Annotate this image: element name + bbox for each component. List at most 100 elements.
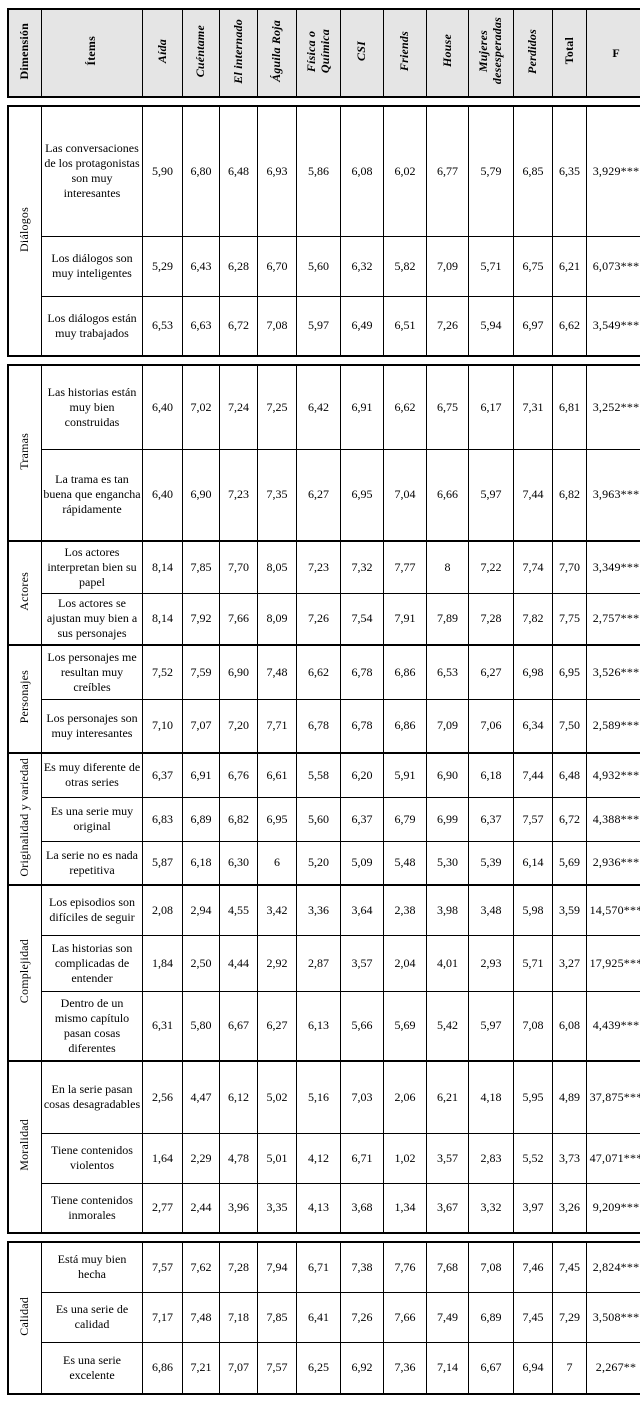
table-row: La trama es tan buena que engancha rápid…	[8, 448, 640, 542]
dimension-label: Calidad	[17, 1296, 32, 1336]
item-cell: Los actores se ajustan muy bien a sus pe…	[41, 592, 143, 646]
item-cell: Los episodios son difíciles de seguir	[41, 884, 143, 936]
value-cell: 7,44	[513, 752, 553, 798]
item-cell: En la serie pasan cosas desagradables	[41, 1060, 143, 1134]
total-cell: 7,75	[552, 592, 587, 646]
value-cell: 1,34	[383, 1182, 427, 1234]
value-cell: 3,42	[257, 884, 297, 936]
value-cell: 7,62	[182, 1241, 220, 1293]
value-cell: 5,30	[426, 840, 469, 886]
value-cell: 6,28	[219, 235, 258, 297]
series-label-cuentame: Cuéntame	[193, 24, 208, 78]
table-section-middle-dimensions: Tramas Las historias están muy bien const…	[7, 364, 640, 1234]
value-cell: 7,23	[296, 540, 341, 594]
value-cell: 6,30	[219, 840, 258, 886]
dimension-label: Diálogos	[17, 206, 32, 252]
f-cell: 3,526***	[586, 644, 640, 700]
dimension-cell: Tramas	[7, 364, 42, 542]
value-cell: 7,49	[426, 1291, 469, 1343]
value-cell: 7,48	[182, 1291, 220, 1343]
value-cell: 7,74	[513, 540, 553, 594]
value-cell: 2,92	[257, 934, 297, 992]
value-cell: 3,96	[219, 1182, 258, 1234]
value-cell: 6,25	[296, 1341, 341, 1395]
value-cell: 7,09	[426, 698, 469, 754]
item-cell: Los personajes me resultan muy creíbles	[41, 644, 143, 700]
value-cell: 6,62	[296, 644, 341, 700]
value-cell: 6,79	[383, 796, 427, 842]
value-cell: 5,52	[513, 1132, 553, 1184]
value-cell: 6,34	[513, 698, 553, 754]
value-cell: 7,25	[257, 364, 297, 450]
value-cell: 3,32	[468, 1182, 514, 1234]
value-cell: 6,21	[426, 1060, 469, 1134]
table-row: Actores Los actores interpretan bien su p…	[7, 540, 640, 646]
value-cell: 7,85	[257, 1291, 297, 1343]
dimension-cell: Calidad	[7, 1241, 42, 1395]
value-cell: 6,08	[340, 105, 384, 237]
f-header-label: F	[612, 45, 620, 60]
value-cell: 6,20	[340, 752, 384, 798]
value-cell: 1,64	[142, 1132, 183, 1184]
series-label-fisica-o-quimica: Física o Química	[303, 28, 332, 74]
value-cell: 2,87	[296, 934, 341, 992]
value-cell: 2,77	[142, 1182, 183, 1234]
table-row: Personajes Los personajes me resultan muy…	[7, 644, 640, 754]
dimension-label: Complejidad	[17, 938, 32, 1004]
item-cell: Es una serie excelente	[41, 1341, 143, 1395]
value-cell: 6,49	[340, 295, 384, 357]
value-cell: 6,18	[468, 752, 514, 798]
col-header-friends: Friends	[383, 8, 427, 98]
value-cell: 5,71	[513, 934, 553, 992]
total-header-label: Total	[561, 37, 576, 65]
value-cell: 6,43	[182, 235, 220, 297]
table-row: Tramas Las historias están muy bien const…	[7, 364, 640, 542]
f-cell: 47,071***	[586, 1132, 640, 1184]
value-cell: 7,02	[182, 364, 220, 450]
value-cell: 6,86	[383, 698, 427, 754]
col-header-aguila-roja: Águila Roja	[257, 8, 297, 98]
value-cell: 7,89	[426, 592, 469, 646]
f-cell: 4,439***	[586, 990, 640, 1062]
value-cell: 5,95	[513, 1060, 553, 1134]
series-label-house: House	[439, 34, 454, 68]
table-row: La serie no es nada repetitiva 5,87 6,18 6,…	[8, 840, 640, 886]
value-cell: 7,45	[513, 1291, 553, 1343]
table-row: Originalidad y variedad Es muy diferente …	[7, 752, 640, 886]
value-cell: 6,86	[383, 644, 427, 700]
value-cell: 4,47	[182, 1060, 220, 1134]
value-cell: 7,85	[182, 540, 220, 594]
col-header-csi: CSI	[340, 8, 384, 98]
dimension-cell: Personajes	[7, 644, 42, 754]
value-cell: 6,27	[296, 448, 341, 542]
value-cell: 5,80	[182, 990, 220, 1062]
f-cell: 3,929***	[586, 105, 640, 237]
value-cell: 7,31	[513, 364, 553, 450]
value-cell: 7,26	[426, 295, 469, 357]
value-cell: 2,94	[182, 884, 220, 936]
value-cell: 5,58	[296, 752, 341, 798]
value-cell: 5,42	[426, 990, 469, 1062]
value-cell: 2,50	[182, 934, 220, 992]
series-label-aida: Aída	[154, 38, 169, 64]
total-cell: 3,27	[552, 934, 587, 992]
value-cell: 7,48	[257, 644, 297, 700]
value-cell: 2,56	[142, 1060, 183, 1134]
value-cell: 1,02	[383, 1132, 427, 1184]
total-cell: 6,82	[552, 448, 587, 542]
value-cell: 6,70	[257, 235, 297, 297]
value-cell: 7,76	[383, 1241, 427, 1293]
item-cell: Los diálogos están muy trabajados	[41, 295, 143, 357]
col-header-house: House	[426, 8, 469, 98]
value-cell: 6,92	[340, 1341, 384, 1395]
value-cell: 4,12	[296, 1132, 341, 1184]
value-cell: 7,24	[219, 364, 258, 450]
value-cell: 7,82	[513, 592, 553, 646]
value-cell: 4,01	[426, 934, 469, 992]
value-cell: 6,53	[426, 644, 469, 700]
value-cell: 6,98	[513, 644, 553, 700]
col-header-aida: Aída	[142, 8, 183, 98]
total-cell: 6,35	[552, 105, 587, 237]
value-cell: 6,63	[182, 295, 220, 357]
